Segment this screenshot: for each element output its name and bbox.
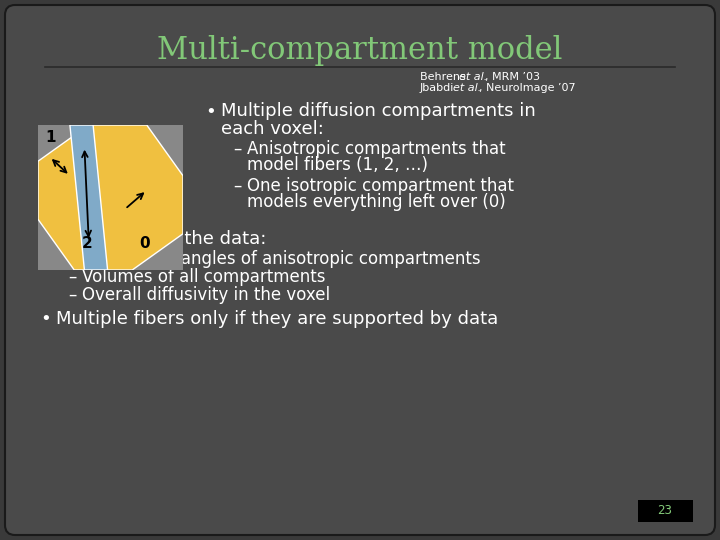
Text: –: –	[68, 268, 76, 286]
Text: model fibers (1, 2, …): model fibers (1, 2, …)	[247, 156, 428, 174]
Text: Anisotropic compartments that: Anisotropic compartments that	[247, 140, 505, 158]
Text: et al.: et al.	[453, 83, 481, 93]
Text: Jbabdi: Jbabdi	[420, 83, 458, 93]
Bar	[638, 500, 693, 522]
Text: models everything left over (0): models everything left over (0)	[247, 193, 505, 211]
Text: •: •	[40, 310, 50, 328]
Polygon shape	[38, 125, 183, 270]
Text: •: •	[205, 103, 216, 121]
Text: 23: 23	[657, 504, 672, 517]
Text: et al.: et al.	[459, 72, 487, 82]
Text: –: –	[233, 140, 241, 158]
Text: Behrens: Behrens	[420, 72, 469, 82]
Text: •: •	[40, 230, 50, 248]
Text: Multiple diffusion compartments in: Multiple diffusion compartments in	[221, 102, 536, 120]
Text: Multiple fibers only if they are supported by data: Multiple fibers only if they are support…	[56, 310, 498, 328]
Text: Overall diffusivity in the voxel: Overall diffusivity in the voxel	[82, 286, 330, 304]
Text: 2: 2	[81, 237, 92, 251]
Text: , NeuroImage ’07: , NeuroImage ’07	[479, 83, 575, 93]
Text: –: –	[68, 250, 76, 268]
Text: One isotropic compartment that: One isotropic compartment that	[247, 177, 514, 195]
Text: 0: 0	[140, 237, 150, 251]
Text: –: –	[68, 286, 76, 304]
Text: Multi-compartment model: Multi-compartment model	[157, 35, 563, 65]
Text: 1: 1	[45, 130, 55, 145]
Text: We infer from the data:: We infer from the data:	[56, 230, 266, 248]
Text: Orientation angles of anisotropic compartments: Orientation angles of anisotropic compar…	[82, 250, 481, 268]
Text: each voxel:: each voxel:	[221, 120, 324, 138]
Polygon shape	[70, 125, 107, 270]
Text: , MRM ’03: , MRM ’03	[485, 72, 540, 82]
FancyBboxPatch shape	[5, 5, 715, 535]
Text: Volumes of all compartments: Volumes of all compartments	[82, 268, 325, 286]
Text: –: –	[233, 177, 241, 195]
